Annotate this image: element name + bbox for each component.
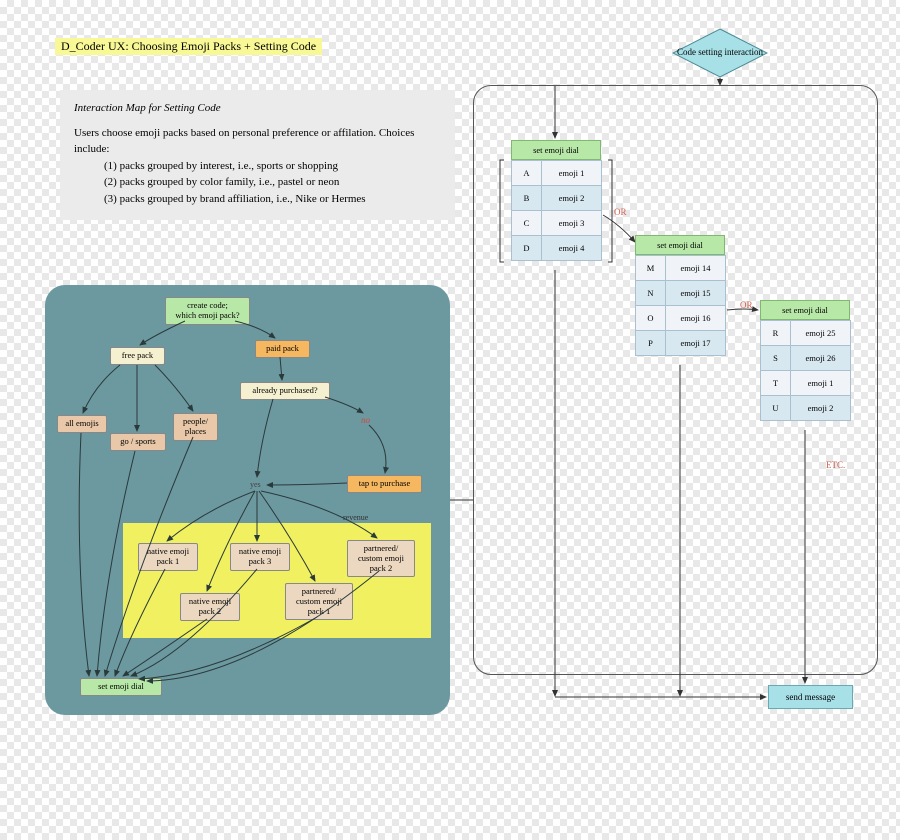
dial-head-2: set emoji dial [635,235,725,255]
diamond-label: Code setting interaction [672,28,768,78]
node-partner-1: partnered/custom emojipack 1 [285,583,353,620]
cell: emoji 17 [666,331,726,356]
no-label: no [361,415,370,425]
cell: U [761,396,791,421]
yes-label: yes [250,480,261,489]
cell: C [512,211,542,236]
cell: emoji 25 [791,321,851,346]
dial-table-1: set emoji dial Aemoji 1 Bemoji 2 Cemoji … [511,140,602,261]
intro-item-3: (3) packs grouped by brand affiliation, … [74,191,441,208]
cell: T [761,371,791,396]
cell: emoji 15 [666,281,726,306]
node-people-places: people/places [173,413,218,441]
node-tap-purchase: tap to purchase [347,475,422,493]
cell: B [512,186,542,211]
dial-table-2: set emoji dial Memoji 14 Nemoji 15 Oemoj… [635,235,726,356]
start-diamond: Code setting interaction [672,28,768,78]
or-label-1: OR [614,207,627,217]
cell: emoji 1 [542,161,602,186]
page-title: D_Coder UX: Choosing Emoji Packs + Setti… [55,38,322,55]
intro-item-1: (1) packs grouped by interest, i.e., spo… [74,158,441,175]
intro-heading: Interaction Map for Setting Code [74,100,441,117]
cell: emoji 1 [791,371,851,396]
node-free-pack: free pack [110,347,165,365]
cell: emoji 26 [791,346,851,371]
cell: R [761,321,791,346]
node-set-emoji-dial: set emoji dial [80,678,162,696]
send-message-box: send message [768,685,853,709]
cell: M [636,256,666,281]
revenue-label: revenue [343,513,368,522]
node-partner-2: partnered/custom emojipack 2 [347,540,415,577]
node-create-code: create code;which emoji pack? [165,297,250,325]
node-go-sports: go / sports [110,433,166,451]
cell: N [636,281,666,306]
cell: A [512,161,542,186]
or-label-2: OR [740,300,753,310]
dial-head-1: set emoji dial [511,140,601,160]
cell: emoji 4 [542,236,602,261]
cell: D [512,236,542,261]
cell: emoji 2 [542,186,602,211]
node-native-2: native emojipack 2 [180,593,240,621]
cell: P [636,331,666,356]
dial-head-3: set emoji dial [760,300,850,320]
cell: emoji 16 [666,306,726,331]
left-flowchart-panel: revenue create code;which emoji pack? fr… [45,285,450,715]
node-native-3: native emojipack 3 [230,543,290,571]
cell: emoji 14 [666,256,726,281]
node-already-purchased: already purchased? [240,382,330,400]
intro-body: Users choose emoji packs based on person… [74,125,441,158]
cell: emoji 3 [542,211,602,236]
cell: S [761,346,791,371]
intro-box: Interaction Map for Setting Code Users c… [60,90,455,220]
dial-table-3: set emoji dial Remoji 25 Semoji 26 Temoj… [760,300,851,421]
node-paid-pack: paid pack [255,340,310,358]
etc-label: ETC. [826,460,845,470]
cell: O [636,306,666,331]
panel-arrows [45,285,450,715]
node-all-emojis: all emojis [57,415,107,433]
cell: emoji 2 [791,396,851,421]
node-native-1: native emojipack 1 [138,543,198,571]
intro-item-2: (2) packs grouped by color family, i.e.,… [74,174,441,191]
